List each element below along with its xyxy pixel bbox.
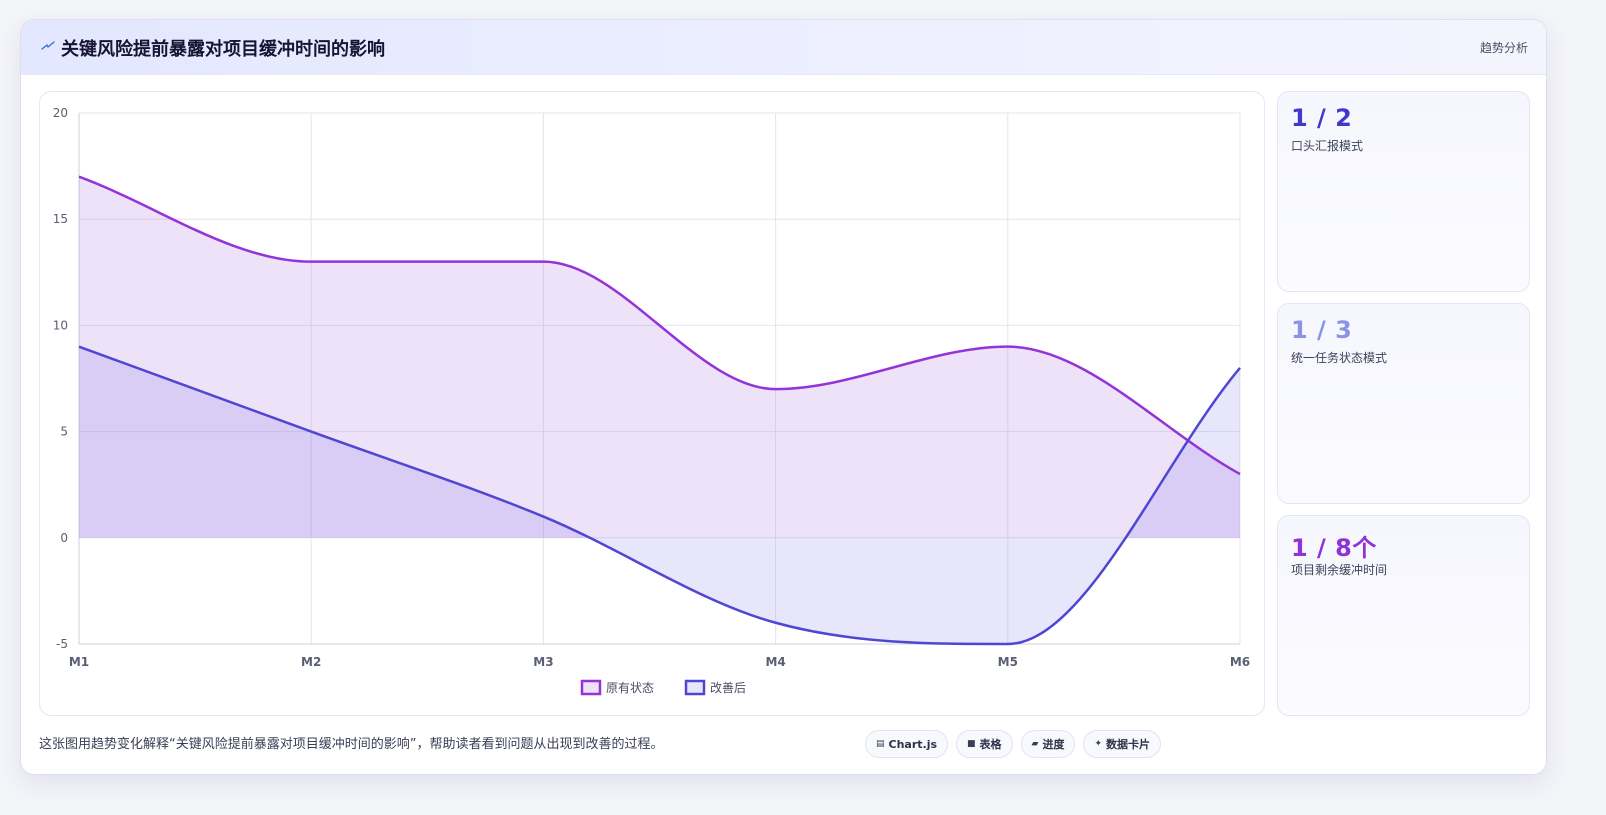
stat-value: 1 / 8个: [1291, 534, 1377, 562]
y-tick-label: 20: [53, 106, 68, 120]
series-line: [78, 345, 1241, 646]
stat-card-oral-report: 1 / 2 口头汇报模式: [1277, 91, 1530, 292]
stat-card-unified-status: 1 / 3 统一任务状态模式: [1277, 303, 1530, 504]
y-tick-label: 0: [60, 531, 68, 545]
lightning-icon: [41, 41, 55, 50]
sparkle-icon: ✦: [1094, 739, 1103, 749]
stat-value: 1 / 3: [1291, 316, 1353, 344]
chart-panel: -5 0 5 10 15 20 M1 M2 M3 M4 M5 M6 原有状态 改善后: [39, 91, 1265, 716]
stat-label: 项目剩余缓冲时间: [1291, 563, 1388, 577]
x-tick-label: M5: [998, 655, 1018, 669]
table-icon: ■: [967, 739, 976, 749]
x-tick-label: M1: [69, 655, 89, 669]
series-area-fill: [79, 346, 1240, 644]
series-area-fill: [79, 176, 1240, 538]
chip-group: ▤ Chart.js ■ 表格 ▰ 进度 ✦ 数据卡片: [865, 730, 1162, 758]
chip-table[interactable]: ■ 表格: [956, 730, 1013, 758]
legend-swatch: [580, 679, 602, 696]
main-card: 关键风险提前暴露对项目缓冲时间的影响 趋势分析 -5 0 5 10 15 20 M1 M2 M3…: [20, 19, 1547, 775]
stat-card-remaining-buffer: 1 / 8个 项目剩余缓冲时间: [1277, 515, 1530, 716]
chip-progress[interactable]: ▰ 进度: [1020, 730, 1076, 758]
stat-value: 1 / 2: [1291, 104, 1353, 132]
area-chart: -5 0 5 10 15 20 M1 M2 M3 M4 M5 M6 原有状态 改善后: [53, 106, 1250, 696]
legend-swatch: [684, 679, 706, 696]
chip-label: 数据卡片: [1106, 738, 1151, 751]
trend-analysis-tag[interactable]: 趋势分析: [1479, 41, 1528, 55]
chip-chartjs[interactable]: ▤ Chart.js: [865, 730, 949, 758]
x-tick-label: M4: [765, 655, 785, 669]
progress-icon: ▰: [1031, 739, 1039, 749]
stat-label: 统一任务状态模式: [1291, 351, 1388, 365]
x-tick-label: M2: [301, 655, 321, 669]
x-tick-label: M3: [533, 655, 553, 669]
y-tick-label: -5: [56, 637, 68, 651]
legend-label: 原有状态: [606, 681, 654, 695]
y-tick-label: 5: [60, 425, 68, 439]
y-tick-label: 15: [53, 212, 68, 226]
x-tick-label: M6: [1230, 655, 1250, 669]
series-line: [78, 175, 1241, 476]
stat-label: 口头汇报模式: [1291, 139, 1364, 153]
chip-data-card[interactable]: ✦ 数据卡片: [1083, 730, 1162, 758]
chip-label: 进度: [1042, 738, 1065, 751]
card-header: 关键风险提前暴露对项目缓冲时间的影响 趋势分析: [21, 20, 1546, 75]
y-tick-label: 10: [53, 318, 68, 332]
chip-label: Chart.js: [888, 737, 938, 751]
chip-label: 表格: [979, 738, 1002, 751]
chart-description: 这张图用趋势变化解释“关键风险提前暴露对项目缓冲时间的影响”，帮助读者看到问题从…: [39, 737, 664, 752]
legend-label: 改善后: [710, 680, 746, 695]
chart-icon: ▤: [876, 739, 885, 749]
page-title: 关键风险提前暴露对项目缓冲时间的影响: [61, 39, 385, 60]
